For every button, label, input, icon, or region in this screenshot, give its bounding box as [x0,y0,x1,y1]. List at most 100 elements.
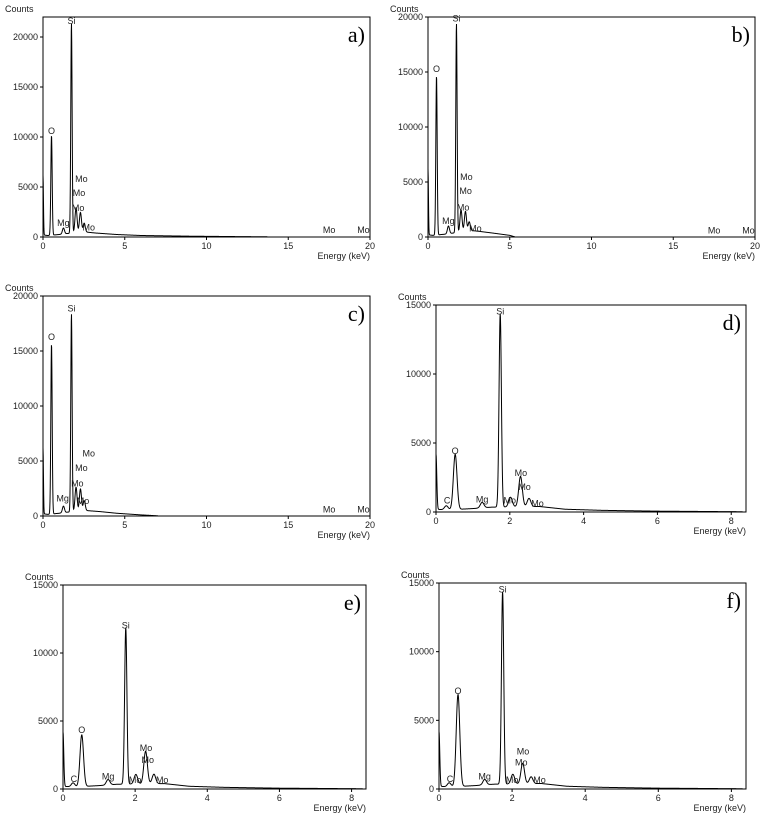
spectrum-panel-f: 0 5000 10000 15000 0 2 4 6 8 Counts Energy (keV) Si… [401,570,747,813]
spectrum-line [42,314,370,517]
x-axis-title: Energy (keV) [702,251,755,261]
peak-label: O [433,64,440,74]
y-tick-label: 0 [418,232,423,242]
plot-frame [62,584,367,790]
y-tick-label: 15000 [33,580,58,590]
x-tick-label: 20 [750,241,760,251]
spectrum-line [427,24,755,238]
y-tick-label: 10000 [406,369,431,379]
y-tick-label: 15000 [13,82,38,92]
x-tick-label: 10 [201,520,211,530]
x-tick-label: 15 [283,241,293,251]
peak-label: Mo [533,775,546,785]
x-tick-label: 2 [133,793,138,803]
x-tick-label: 8 [729,793,734,803]
x-tick-label: 0 [60,793,65,803]
x-tick-label: 20 [365,241,375,251]
peak-label: Mo [71,478,84,488]
x-tick-label: 8 [729,516,734,526]
peak-label: O [78,725,85,735]
peak-label: Mo [72,203,85,213]
panel-label: d) [723,310,741,335]
peak-label: Mo [357,225,370,235]
peak-label: Mo [459,186,472,196]
x-axis-title: Energy (keV) [313,803,366,813]
y-tick-label: 20000 [13,32,38,42]
peak-label: Mo [75,463,88,473]
x-tick-label: 6 [277,793,282,803]
y-tick-label: 10000 [13,132,38,142]
y-tick-label: 5000 [403,177,423,187]
peak-label: C [71,774,78,784]
peak-label: Mo [357,505,370,515]
plot-frame [435,304,747,513]
x-tick-label: 4 [205,793,210,803]
y-tick-label: 0 [53,784,58,794]
x-tick-label: 0 [40,520,45,530]
peak-label: Mo [142,755,155,765]
peak-label: Mo [73,188,86,198]
y-axis-title: Counts [401,570,430,580]
x-tick-label: 0 [433,516,438,526]
y-axis-title: Counts [390,4,419,14]
x-axis-title: Energy (keV) [317,530,370,540]
peak-label: Si [452,13,460,23]
y-tick-label: 0 [33,232,38,242]
y-tick-label: 15000 [406,300,431,310]
y-tick-label: 15000 [13,346,38,356]
y-tick-label: 0 [33,511,38,521]
peak-label: Mo [140,743,153,753]
x-tick-label: 5 [122,520,127,530]
peak-label: Mo [323,225,336,235]
peak-label: Si [67,303,75,313]
y-axis-title: Counts [5,4,34,14]
x-tick-label: 0 [425,241,430,251]
x-axis-title: Energy (keV) [317,251,370,261]
peak-label: C [447,774,454,784]
x-tick-label: 2 [507,516,512,526]
panel-label: e) [344,590,361,615]
peak-label: Mo [75,174,88,184]
peak-label: O [48,126,55,136]
y-tick-label: 5000 [38,716,58,726]
x-axis-title: Energy (keV) [693,803,746,813]
peak-label: O [454,686,461,696]
plot-frame [438,582,747,790]
peak-label: Mo [742,226,755,236]
x-tick-label: 0 [40,241,45,251]
peak-label: Mg [478,771,491,781]
peak-label: Mo [517,747,530,757]
peak-label: Si [496,307,504,317]
y-tick-label: 10000 [409,647,434,657]
panel-label: a) [348,22,365,47]
peak-label: Mo [515,758,528,768]
panel-label: f) [726,588,741,613]
spectrum-panel-e: 0 5000 10000 15000 0 2 4 6 8 Counts Energy (keV) Si… [25,572,367,813]
peak-label: Mo [77,496,90,506]
spectrum-line [42,23,370,238]
y-tick-label: 5000 [18,182,38,192]
y-tick-label: 10000 [398,122,423,132]
peak-label: Mo [457,203,470,213]
x-tick-label: 10 [201,241,211,251]
spectrum-panel-d: 0 5000 10000 15000 0 2 4 6 8 Counts Energy (keV) Si… [398,292,747,536]
peak-label: Mg [102,771,115,781]
y-tick-label: 5000 [411,438,431,448]
peak-label: Mo [129,775,142,785]
x-axis-title: Energy (keV) [693,526,746,536]
y-tick-label: 0 [426,507,431,517]
peak-label: Mo [506,775,519,785]
x-tick-label: 8 [349,793,354,803]
y-tick-label: 0 [429,784,434,794]
spectrum-panel-b: 0 5000 10000 15000 20000 0 5 10 15 20 Counts Energy… [390,4,760,261]
peak-label: C [444,496,451,506]
x-tick-label: 4 [581,516,586,526]
peak-label: Mg [57,218,70,228]
spectrum-panel-a: 0 5000 10000 15000 20000 0 5 10 15 20 Counts Energy… [5,4,375,261]
spectrum-line [435,313,746,513]
peak-label: O [48,332,55,342]
y-tick-label: 15000 [398,67,423,77]
spectrum-panel-c: 0 5000 10000 15000 20000 0 5 10 15 20 Counts Energy… [5,283,375,540]
y-axis-title: Counts [25,572,54,582]
